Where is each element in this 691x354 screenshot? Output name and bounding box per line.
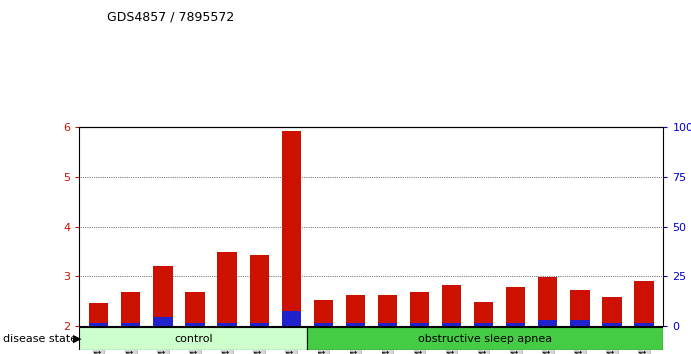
Bar: [506, 287, 525, 326]
Bar: [603, 323, 622, 326]
Bar: [634, 323, 654, 326]
Bar: [281, 311, 301, 326]
Bar: [378, 323, 397, 326]
Text: ▶: ▶: [73, 334, 81, 344]
Bar: [603, 297, 622, 326]
Bar: [185, 323, 205, 326]
Bar: [410, 292, 429, 326]
Bar: [281, 131, 301, 326]
Bar: [314, 300, 333, 326]
Bar: [153, 266, 173, 326]
Bar: [249, 255, 269, 326]
Text: disease state: disease state: [3, 334, 77, 344]
Bar: [218, 252, 236, 326]
Bar: [249, 323, 269, 326]
Bar: [570, 290, 589, 326]
Bar: [442, 285, 461, 326]
Bar: [410, 323, 429, 326]
Bar: [378, 295, 397, 326]
Bar: [153, 317, 173, 326]
Bar: [218, 323, 236, 326]
Text: control: control: [174, 334, 213, 344]
Text: GDS4857 / 7895572: GDS4857 / 7895572: [107, 11, 234, 24]
Bar: [442, 323, 461, 326]
Bar: [634, 281, 654, 326]
Bar: [474, 302, 493, 326]
Bar: [538, 277, 558, 326]
Bar: [346, 295, 365, 326]
Bar: [314, 323, 333, 326]
Bar: [121, 292, 140, 326]
Bar: [474, 323, 493, 326]
Bar: [185, 292, 205, 326]
Bar: [538, 320, 558, 326]
Bar: [89, 323, 108, 326]
Bar: [121, 323, 140, 326]
Bar: [346, 323, 365, 326]
Bar: [79, 327, 307, 350]
Bar: [506, 323, 525, 326]
Bar: [307, 327, 663, 350]
Text: obstructive sleep apnea: obstructive sleep apnea: [418, 334, 552, 344]
Bar: [89, 303, 108, 326]
Bar: [570, 320, 589, 326]
